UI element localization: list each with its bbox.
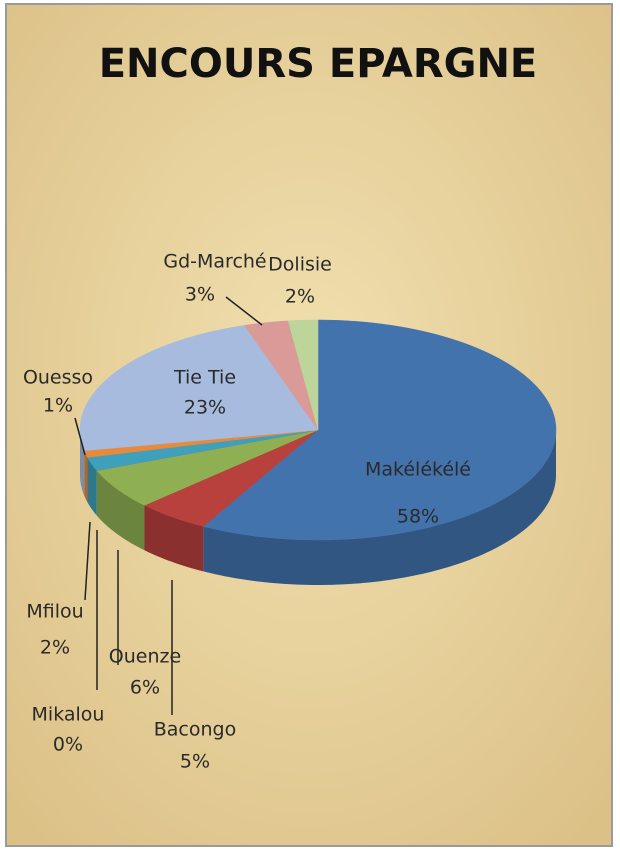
slice-value-label: 0% [53,734,83,756]
slice-label: Tie Tie [173,367,236,389]
slice [202,319,557,541]
slice-label: Ouesso [23,367,93,389]
leader-line [225,296,263,326]
leader-line [84,521,91,601]
slice-value-label: 1% [43,395,73,417]
slice-side [96,470,145,551]
slice-label: Ouenze [109,646,181,668]
slice [143,429,319,527]
slice-side [87,457,97,516]
slice [96,429,319,506]
slice [287,319,319,431]
chart-title: ENCOURS EPARGNE [99,41,538,87]
slice-label: Bacongo [154,719,236,741]
slice [244,320,319,431]
slice-value-label: 2% [285,286,315,308]
slice-label: Dolisie [268,254,332,276]
slice-value-label: 58% [397,506,439,528]
slice-label: Mikalou [32,704,105,726]
slice-side [203,430,556,585]
slice-side [80,430,85,496]
slice-side [144,505,204,572]
leader-line [74,417,86,456]
slice [87,429,319,471]
slice [79,325,319,451]
slice-value-label: 3% [185,284,215,306]
slice-label: Makélékélé [365,459,471,481]
slice-label: Gd-Marché [163,251,266,273]
slice-value-label: 5% [180,751,210,773]
plot: Makélékélé 58% Bacongo 5% Ouenze 6% Mikalou 0% M… [23,251,557,773]
slice-value-label: 2% [40,637,70,659]
slice-value-label: 23% [184,397,226,419]
slice-label: Mfilou [26,601,83,623]
slice-value-label: 6% [130,677,160,699]
slice-side [84,450,88,503]
